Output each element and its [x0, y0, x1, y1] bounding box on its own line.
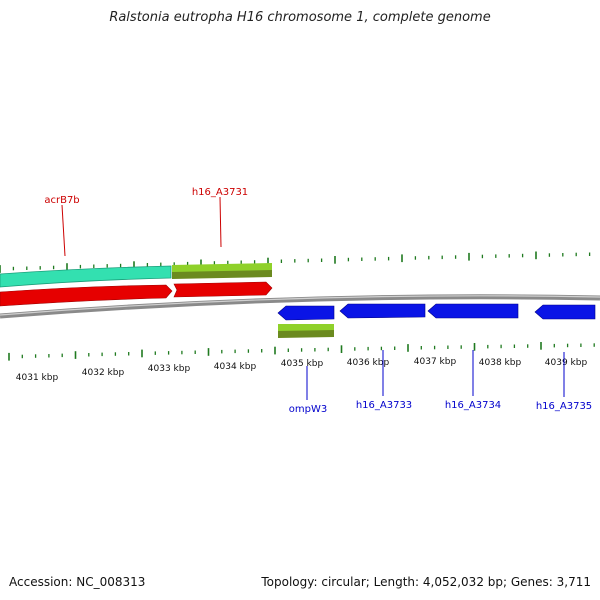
scale-label-4034: 4034 kbp: [214, 362, 257, 372]
gene-label-h16_A3735: h16_A3735: [536, 401, 592, 412]
genome-info-text: Topology: circular; Length: 4,052,032 bp…: [261, 575, 591, 589]
gene-h16_A3731-olive: [172, 270, 272, 279]
chromosome-backbone: [0, 294, 600, 319]
gene-red-arrow-1: [0, 284, 173, 307]
gene-label-h16_A3733: h16_A3733: [356, 400, 412, 411]
scale-label-4036: 4036 kbp: [347, 358, 390, 368]
gene-acrB7b-teal: [0, 265, 172, 288]
lower-tick-marks: [8, 342, 595, 361]
gene-label-h16_A3734: h16_A3734: [445, 400, 501, 411]
scale-label-4032: 4032 kbp: [82, 368, 125, 378]
scale-label-4031: 4031 kbp: [16, 373, 59, 383]
acrB7b-leader: [61, 204, 66, 257]
gene-label-acrB7b: acrB7b: [44, 195, 79, 206]
gene-label-h16_A3731: h16_A3731: [192, 187, 248, 198]
gene-h16_A3734-blue: [427, 303, 519, 319]
scale-label-4037: 4037 kbp: [414, 357, 457, 367]
scale-label-4038: 4038 kbp: [479, 358, 522, 368]
gene-h16_A3735-blue: [534, 304, 596, 320]
scale-label-4033: 4033 kbp: [148, 364, 191, 374]
chromosome-backbone-highlight: [0, 295, 600, 316]
gene-olive-reverse: [278, 324, 334, 332]
upper-tick-marks: [0, 251, 591, 273]
gene-h16_A3733-blue: [339, 303, 426, 319]
map-title: Ralstonia eutropha H16 chromosome 1, com…: [109, 10, 491, 25]
gene-label-ompW3: ompW3: [289, 404, 327, 415]
accession-text: Accession: NC_008313: [9, 575, 146, 589]
gene-red-arrow-2: [173, 281, 273, 298]
gene-olive-reverse-dark: [278, 330, 334, 338]
h16_A3731-leader: [219, 196, 222, 248]
gene-ompW3-blue: [277, 305, 335, 321]
scale-label-4039: 4039 kbp: [545, 358, 588, 368]
scale-label-4035: 4035 kbp: [281, 359, 324, 369]
